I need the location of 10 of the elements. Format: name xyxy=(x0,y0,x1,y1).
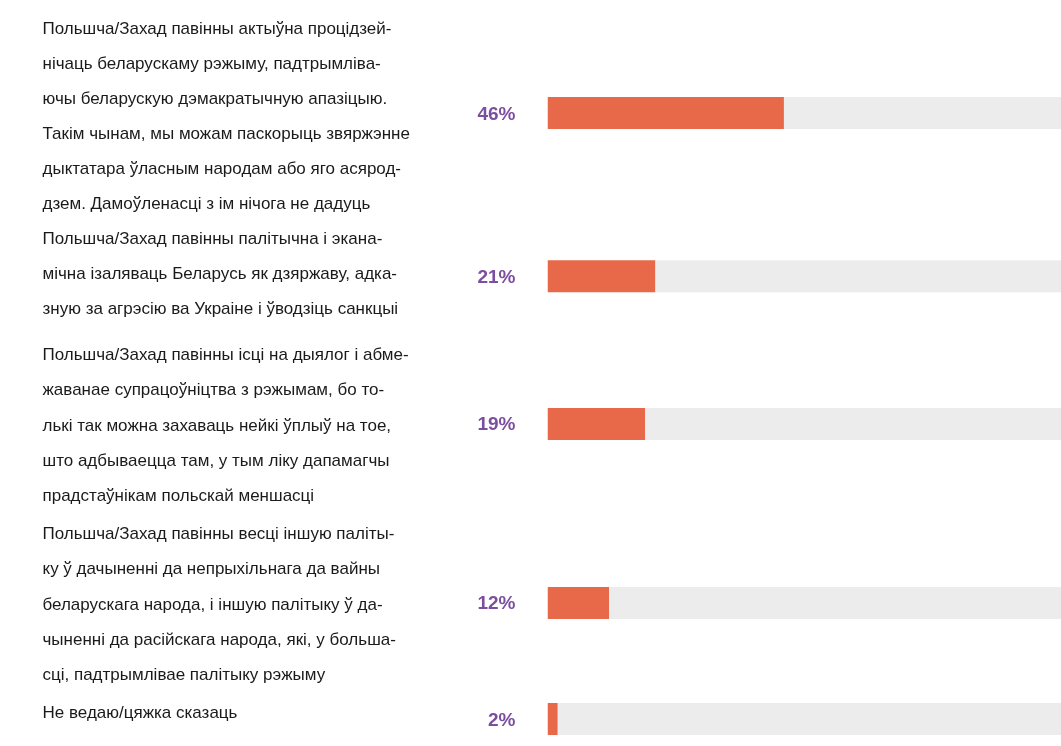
y-tick-label: Польшча/Захад павінны весці іншую паліты- ку ў дачыненні да непрыхільнага да вайны беларускага народа, і іншую палітыку ў да- чыненні да расійскага народа, які, у больша- сці, падтрымлівае палітыку рэжыму xyxy=(42,524,396,684)
data-label: 2% xyxy=(488,708,516,730)
data-label: 12% xyxy=(477,592,516,614)
data-label: 46% xyxy=(477,102,516,124)
data-label: 19% xyxy=(477,413,516,435)
data-label: 21% xyxy=(477,265,516,287)
y-tick-label: Польшча/Захад павінны актыўна процідзей- нічаць беларускаму рэжыму, падтрымліва- ючы беларускую дэмакратычную апазіцыю. Такім чынам, мы можам паскорыць звяржэнне дыктатара ўласным народам або яго асярод- дзем. Дамоўленасці з ім нічога не дадуць xyxy=(42,18,410,214)
y-tick-label: Не ведаю/цяжка сказаць xyxy=(42,703,238,723)
y-tick-label: Польшча/Захад павінны ісці на дыялог і абме- жаванае супрацоўніцтва з рэжымам, бо то- лькі так можна захаваць нейкі ўплыў на тое, што адбываецца там, у тым ліку дапамагчы прадстаўнікам польскай меншасці xyxy=(42,345,409,505)
y-tick-label: Польшча/Захад павінны палітычна і экана- мічна ізаляваць Беларусь як дзяржаву, адка- зную за агрэсію ва Украіне і ўводзіць санкцыі xyxy=(42,229,399,319)
